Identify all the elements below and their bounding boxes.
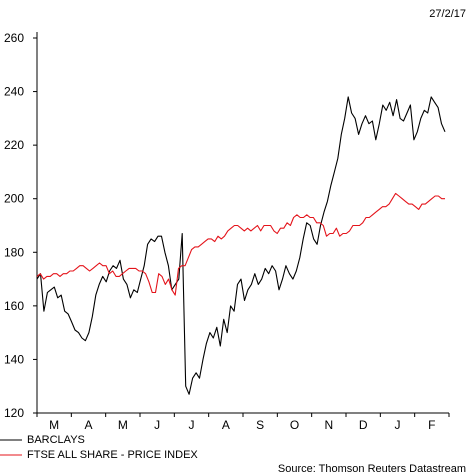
y-tick-label: 120 xyxy=(4,406,24,420)
x-tick-label: J xyxy=(395,418,401,432)
x-tick-label: N xyxy=(324,418,333,432)
y-tick-label: 200 xyxy=(4,192,24,206)
series-line-ftse xyxy=(36,192,445,296)
x-tick-label: A xyxy=(222,418,230,432)
plot-area xyxy=(36,96,446,395)
x-tick-label: F xyxy=(428,418,435,432)
x-tick-label: M xyxy=(118,418,128,432)
x-tick-label: M xyxy=(49,418,59,432)
x-tick-label: A xyxy=(84,418,92,432)
y-tick-label: 180 xyxy=(4,245,24,259)
y-tick-label: 240 xyxy=(4,85,24,99)
chart-source: Source: Thomson Reuters Datastream xyxy=(278,463,466,475)
legend: BARCLAYS FTSE ALL SHARE - PRICE INDEX xyxy=(0,434,198,461)
y-tick-label: 160 xyxy=(4,299,24,313)
y-tick-label: 260 xyxy=(4,31,24,45)
y-tick-label: 220 xyxy=(4,138,24,152)
x-tick-label: J xyxy=(154,418,160,432)
x-tick-label: D xyxy=(359,418,368,432)
y-axis: 120 140 160 180 200 220 240 260 xyxy=(4,31,38,420)
x-tick-label: J xyxy=(189,418,195,432)
chart-date: 27/2/17 xyxy=(429,8,466,20)
legend-label-barclays: BARCLAYS xyxy=(27,434,85,446)
y-tick-label: 140 xyxy=(4,352,24,366)
x-tick-label: O xyxy=(290,418,299,432)
series-line-barclays xyxy=(36,96,446,395)
legend-label-ftse: FTSE ALL SHARE - PRICE INDEX xyxy=(27,449,198,461)
x-tick-label: S xyxy=(256,418,264,432)
